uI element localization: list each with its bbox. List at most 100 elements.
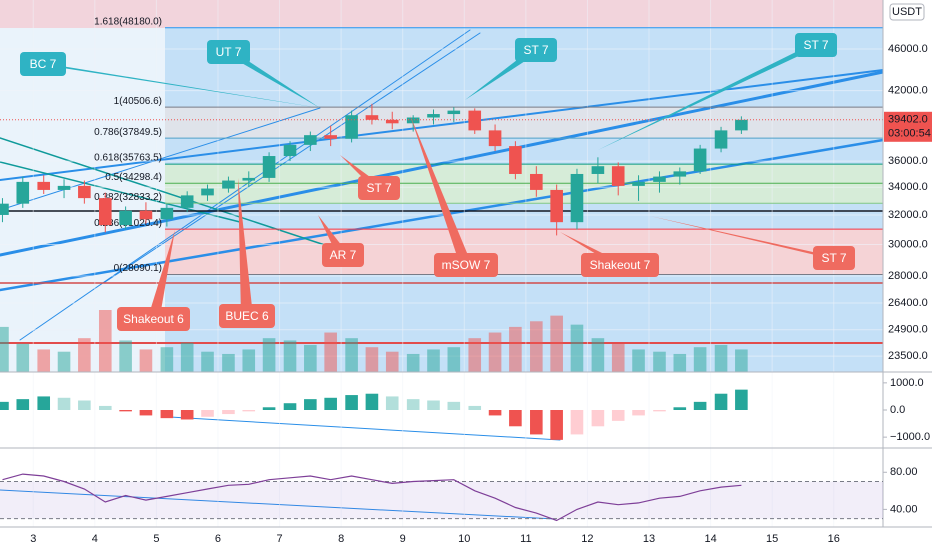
macd-tick-label: 0.0 xyxy=(890,404,905,416)
volume-bar xyxy=(57,351,71,372)
volume-bar xyxy=(735,349,748,372)
candle-body xyxy=(324,135,337,139)
volume-bar xyxy=(673,353,687,372)
macd-bar xyxy=(324,397,337,410)
annotation-label: mSOW 7 xyxy=(442,258,491,272)
candle-body xyxy=(119,210,132,226)
quote-badge[interactable] xyxy=(889,3,925,21)
candle-body xyxy=(57,185,71,190)
macd-bar xyxy=(735,389,748,410)
rsi-tick-label: 40.00 xyxy=(890,503,918,515)
macd-bar xyxy=(304,399,317,410)
zone-pink xyxy=(165,229,883,275)
countdown: 03:00:54 xyxy=(888,128,931,140)
macd-bar xyxy=(98,405,112,410)
candle-body xyxy=(468,110,482,131)
macd-bar xyxy=(0,401,9,410)
annotation-box xyxy=(117,307,190,331)
volume-bar xyxy=(632,349,645,372)
macd-bar xyxy=(447,401,461,410)
annotation-label: ST 7 xyxy=(366,181,391,195)
volume-bar xyxy=(139,349,153,372)
candle-body xyxy=(304,135,317,145)
annotation-box xyxy=(795,33,837,57)
candle-body xyxy=(673,171,687,177)
macd-bar xyxy=(201,410,214,417)
candle-body xyxy=(78,185,91,199)
macd-bar xyxy=(365,393,379,410)
macd-bar xyxy=(530,410,543,435)
macd-bar xyxy=(139,410,153,416)
volume-bar xyxy=(570,324,584,372)
divergence-line xyxy=(0,489,556,520)
annotation-label: ST 7 xyxy=(803,38,828,52)
candle-body xyxy=(365,115,379,120)
trend-line xyxy=(104,32,481,283)
volume-bar xyxy=(283,340,297,372)
zone-red-top xyxy=(0,0,883,28)
volume-bar xyxy=(160,347,174,372)
rsi-tick-label: 80.00 xyxy=(890,466,918,478)
macd-bar xyxy=(242,410,256,412)
trend-line xyxy=(0,161,241,223)
macd-bar xyxy=(180,410,194,420)
x-tick-label: 12 xyxy=(581,533,593,545)
macd-tick-label: −1000.0 xyxy=(890,431,930,443)
candle-body xyxy=(735,119,748,131)
volume-bar xyxy=(365,347,379,372)
y-tick-label: 36000.0 xyxy=(888,155,928,167)
candle-body xyxy=(37,181,51,190)
candle-body xyxy=(262,156,276,178)
macd-bar xyxy=(632,410,645,416)
candle-body xyxy=(550,189,563,223)
fib-label: 0.382(32833.2) xyxy=(94,192,162,203)
candle-body xyxy=(632,181,645,186)
price-tag xyxy=(884,111,932,142)
candle-body xyxy=(160,207,174,220)
candle-body xyxy=(570,173,584,223)
candle-body xyxy=(16,181,30,204)
trend-line xyxy=(0,69,884,181)
candle-body xyxy=(591,166,605,174)
price-tag-label: 39402.0 xyxy=(888,114,928,126)
annotation-label: ST 7 xyxy=(523,43,548,57)
annotation-box xyxy=(219,304,275,328)
annotation-label: Shakeout 6 xyxy=(123,312,184,326)
volume-bar xyxy=(222,353,235,372)
y-tick-label: 30000.0 xyxy=(888,238,928,250)
y-tick-label: 24900.0 xyxy=(888,324,928,336)
candle-body xyxy=(611,166,625,186)
annotation-pointer xyxy=(222,52,320,108)
annotation-label: ST 7 xyxy=(821,251,846,265)
x-tick-label: 4 xyxy=(92,533,98,545)
volume-bar xyxy=(242,349,256,372)
x-tick-label: 9 xyxy=(400,533,406,545)
volume-bar xyxy=(611,343,625,372)
price-axis xyxy=(883,0,932,550)
volume-bar xyxy=(345,338,358,372)
annotation-box xyxy=(358,176,400,200)
volume-bar xyxy=(530,321,543,372)
volume-bar xyxy=(509,326,522,372)
volume-bar xyxy=(714,344,728,372)
x-tick-label: 3 xyxy=(30,533,36,545)
volume-bar xyxy=(447,347,461,372)
candle-body xyxy=(385,119,399,124)
x-tick-label: 5 xyxy=(153,533,159,545)
y-tick-label: 46000.0 xyxy=(888,43,928,55)
annotation-label: BC 7 xyxy=(30,57,57,71)
candle-body xyxy=(447,110,461,115)
candle-body xyxy=(139,210,153,220)
candle-body xyxy=(714,130,728,149)
volume-bar xyxy=(693,347,707,372)
macd-bar xyxy=(119,410,132,412)
macd-bar xyxy=(222,410,235,415)
candle-body xyxy=(406,117,420,124)
quote[interactable]: USDT xyxy=(892,6,922,18)
annotation-label: BUEC 6 xyxy=(225,309,269,323)
annotation-pointer xyxy=(465,50,542,100)
macd-bar xyxy=(653,410,666,412)
y-tick-label: 26400.0 xyxy=(888,297,928,309)
macd-bar xyxy=(385,396,399,410)
macd-bar xyxy=(550,410,563,440)
